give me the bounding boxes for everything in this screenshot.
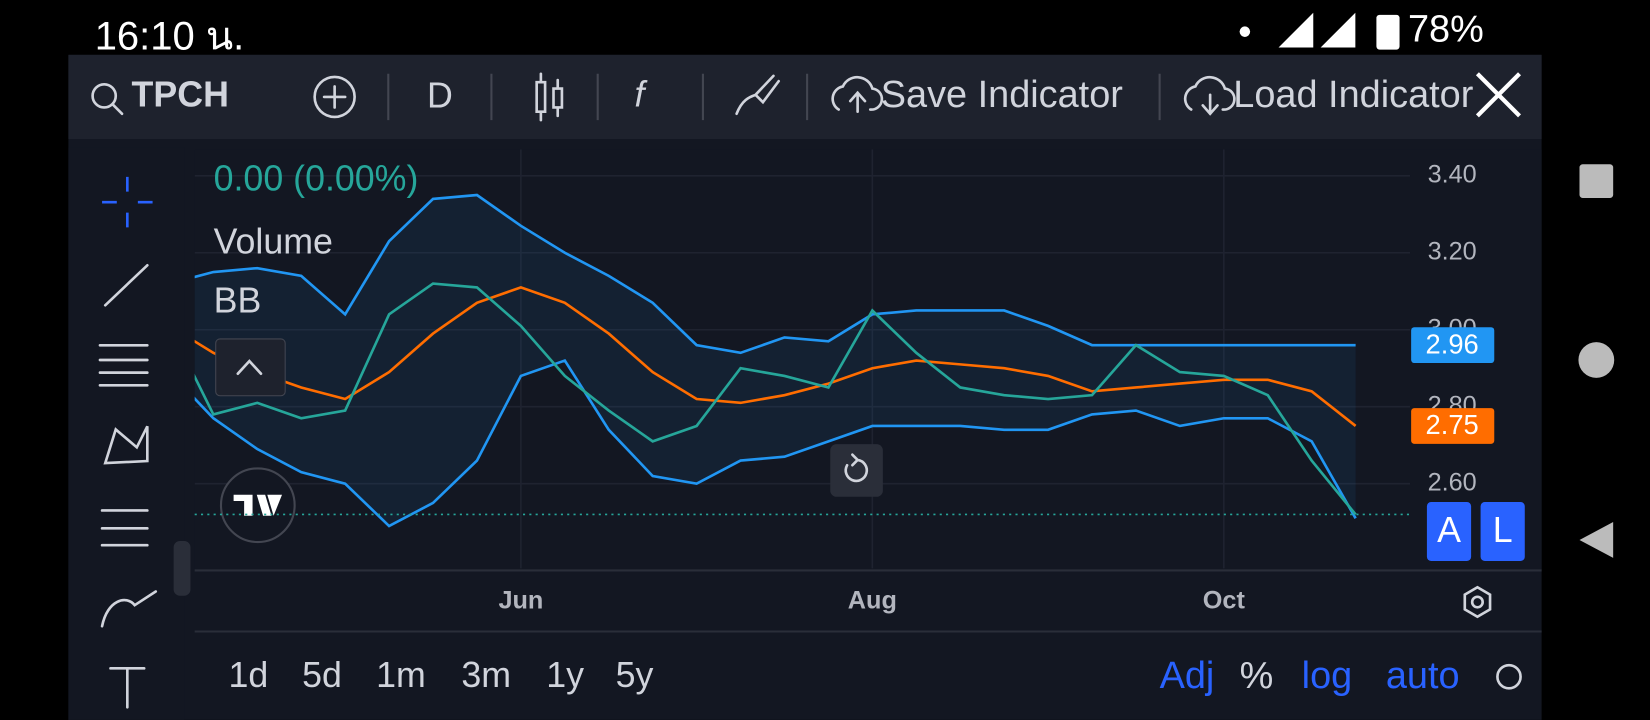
load-indicator[interactable]: Load Indicator [1233, 74, 1473, 116]
timeframe[interactable]: 1d [228, 655, 268, 695]
add-icon [322, 85, 347, 109]
battery: 78% [1408, 9, 1484, 51]
y-tick-label: 2.60 [1428, 468, 1477, 496]
y-tick-label: 3.40 [1428, 160, 1477, 188]
logo [219, 467, 296, 544]
x-tick-label: Jun [498, 587, 543, 615]
scale-option[interactable]: auto [1386, 655, 1460, 697]
load-icon [1183, 75, 1236, 116]
lock-scale-button[interactable] [1480, 502, 1525, 561]
series-line [194, 286, 1357, 427]
clock: 16:10 น. [95, 15, 245, 59]
series-line [194, 193, 1356, 355]
timeframe[interactable]: 5y [616, 655, 654, 695]
scale-button-label: L [1493, 510, 1513, 550]
timeframe[interactable]: 5d [302, 655, 342, 695]
symbol[interactable]: TPCH [132, 74, 229, 114]
indicator-label: BB [214, 281, 262, 321]
text-tool[interactable] [109, 667, 146, 709]
divider [387, 73, 1161, 121]
price-label-text: 2.96 [1426, 328, 1479, 359]
x-tick-label: Aug [848, 587, 897, 615]
scale-option[interactable]: % [1240, 655, 1274, 697]
search-icon [91, 82, 118, 109]
interval[interactable]: D [427, 75, 453, 115]
nav-back[interactable] [1579, 522, 1614, 558]
chart-type-button[interactable] [535, 72, 564, 122]
series-line [194, 358, 1357, 528]
drawing-sidebar [68, 147, 185, 720]
reset-button[interactable] [830, 444, 883, 497]
price-label [1411, 327, 1495, 364]
reset-icon [844, 453, 869, 483]
signal [1278, 12, 1356, 48]
chevron [236, 359, 263, 375]
price-label [1411, 408, 1495, 444]
scale-option[interactable]: log [1302, 655, 1353, 697]
battery-icon [1376, 14, 1400, 50]
save-indicator[interactable]: Save Indicator [881, 74, 1123, 116]
search-icon [111, 102, 124, 116]
nav-home[interactable] [1578, 342, 1615, 378]
collapse-button[interactable] [173, 540, 191, 596]
brush-button[interactable] [735, 74, 781, 116]
scale-option[interactable]: Adj [1160, 655, 1215, 697]
add-button[interactable] [313, 75, 356, 119]
settings-icon [1470, 595, 1485, 609]
price-label-text: 2.75 [1426, 409, 1479, 440]
change: 0.00 (0.00%) [214, 159, 419, 199]
series-line [194, 282, 1357, 516]
settings-button[interactable] [1463, 585, 1492, 619]
timeframe[interactable]: 1y [546, 655, 584, 695]
collapse-legend[interactable] [215, 338, 286, 397]
timeframe[interactable]: 1m [376, 655, 426, 695]
brush-tool[interactable] [100, 590, 158, 628]
dot [1239, 26, 1251, 37]
logo-mark [233, 494, 283, 516]
y-tick-label: 3.20 [1428, 237, 1477, 265]
timeframe[interactable]: 3m [461, 655, 511, 695]
gear-button[interactable] [1496, 663, 1522, 690]
close-button[interactable] [1475, 72, 1522, 118]
pattern-tool[interactable] [103, 425, 149, 465]
crosshair-tool[interactable] [102, 176, 153, 228]
scale-button-label: A [1437, 510, 1461, 550]
x-tick-label: Oct [1203, 587, 1246, 615]
fib-tool[interactable] [98, 343, 149, 387]
auto-scale-button[interactable] [1426, 502, 1472, 561]
nav-recent[interactable] [1579, 164, 1614, 198]
plot [194, 149, 1411, 569]
prediction-tool[interactable] [100, 509, 149, 547]
plot-area [194, 149, 1542, 571]
trendline-tool[interactable] [103, 263, 149, 307]
save-icon [831, 75, 884, 113]
indicator-label: Volume [214, 222, 333, 262]
